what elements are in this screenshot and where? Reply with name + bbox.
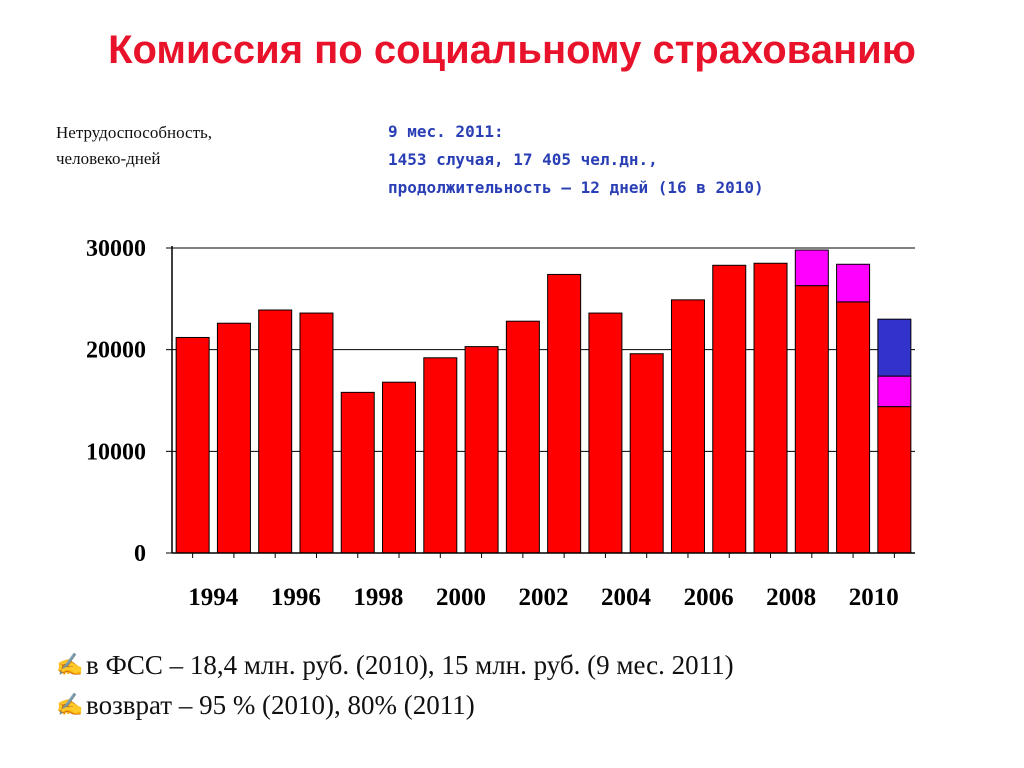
x-tick-label: 2000 xyxy=(436,584,486,611)
x-tick-label: 1994 xyxy=(188,584,239,611)
summary-note-line: 9 мес. 2011: xyxy=(388,122,504,141)
x-tick-label: 1996 xyxy=(271,584,321,611)
bar xyxy=(712,264,747,554)
bar xyxy=(629,353,664,554)
pointing-hand-icon: ✍ xyxy=(56,692,84,717)
bar xyxy=(505,320,540,554)
bar xyxy=(547,273,582,554)
bar xyxy=(794,285,829,554)
x-tick-label: 2002 xyxy=(519,584,569,611)
x-tick-label: 2008 xyxy=(766,584,816,611)
bar xyxy=(753,262,788,554)
bar xyxy=(258,309,293,554)
summary-note-line: 1453 случая, 17 405 чел.дн., xyxy=(388,150,658,169)
y-tick-label: 20000 xyxy=(86,338,146,364)
bar xyxy=(464,346,499,554)
y-axis-label: Нетрудоспособность, человеко-дней xyxy=(56,120,212,172)
bar xyxy=(216,322,251,554)
bar xyxy=(423,357,458,554)
bar xyxy=(836,301,871,554)
summary-note-line: продолжительность – 12 дней (16 в 2010) xyxy=(388,178,764,197)
pointing-hand-icon: ✍ xyxy=(56,652,84,677)
bar xyxy=(794,249,829,287)
x-tick-label: 1998 xyxy=(353,584,403,611)
footer-text: возврат – 95 % (2010), 80% (2011) xyxy=(86,690,475,720)
x-tick-label: 2004 xyxy=(601,584,652,611)
y-axis-label-line: человеко-дней xyxy=(56,149,161,168)
footer-line: ✍ возврат – 95 % (2010), 80% (2011) xyxy=(56,685,734,725)
x-tick-label: 2010 xyxy=(849,584,899,611)
bar xyxy=(670,299,705,554)
y-tick-label: 30000 xyxy=(86,236,146,262)
bar xyxy=(340,391,375,554)
bar xyxy=(588,312,623,554)
y-tick-label: 10000 xyxy=(86,439,146,465)
y-tick-label: 0 xyxy=(134,541,146,567)
bar xyxy=(836,263,871,303)
bar xyxy=(175,336,210,554)
summary-note: 9 мес. 2011: 1453 случая, 17 405 чел.дн.… xyxy=(388,118,764,202)
footer-text: в ФСС – 18,4 млн. руб. (2010), 15 млн. р… xyxy=(86,650,734,680)
bar xyxy=(877,318,912,377)
footer-notes: ✍ в ФСС – 18,4 млн. руб. (2010), 15 млн.… xyxy=(56,645,734,725)
footer-line: ✍ в ФСС – 18,4 млн. руб. (2010), 15 млн.… xyxy=(56,645,734,685)
bar xyxy=(877,406,912,554)
slide-title: Комиссия по социальному страхованию xyxy=(108,28,916,72)
bar xyxy=(877,375,912,408)
bar xyxy=(382,381,417,554)
x-tick-label: 2006 xyxy=(684,584,734,611)
y-axis-label-line: Нетрудоспособность, xyxy=(56,123,212,142)
bar xyxy=(299,312,334,554)
